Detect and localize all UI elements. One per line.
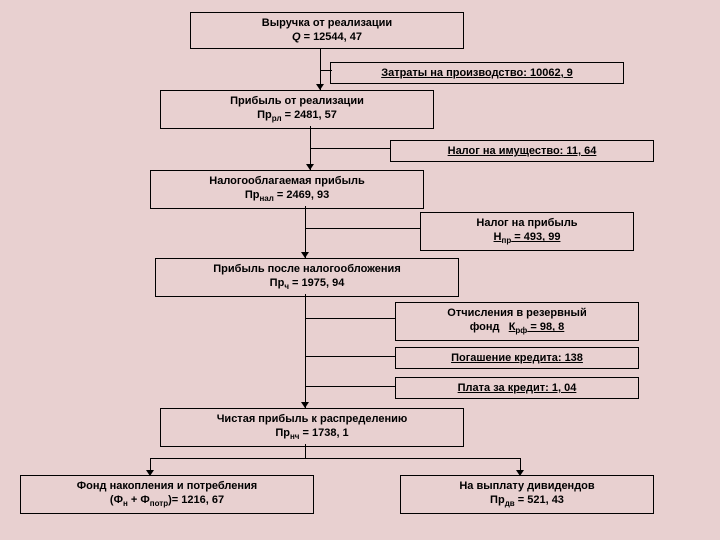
t: Погашение кредита: 138 bbox=[451, 352, 583, 364]
box-net-dist: Чистая прибыль к распределению Прнч = 17… bbox=[160, 408, 464, 447]
v: Прнал = 2469, 93 bbox=[245, 189, 329, 201]
v: Пррл = 2481, 57 bbox=[257, 109, 337, 121]
t: На выплату дивидендов bbox=[459, 480, 594, 492]
v: Q bbox=[292, 31, 301, 43]
v: (Фн + Фпотр)= 1216, 67 bbox=[110, 494, 224, 506]
box-funds: Фонд накопления и потребления (Фн + Фпот… bbox=[20, 475, 314, 514]
t: Отчисления в резервный bbox=[447, 307, 586, 319]
t: Налогооблагаемая прибыль bbox=[209, 175, 364, 187]
v: Прч = 1975, 94 bbox=[270, 277, 345, 289]
v: Прнч = 1738, 1 bbox=[275, 427, 348, 439]
v: фонд Крф = 98, 8 bbox=[470, 321, 565, 333]
box-credit-pay: Погашение кредита: 138 bbox=[395, 347, 639, 369]
box-property-tax: Налог на имущество: 11, 64 bbox=[390, 140, 654, 162]
t: Прибыль после налогообложения bbox=[213, 263, 400, 275]
box-income-tax: Налог на прибыль Нпр = 493, 99 bbox=[420, 212, 634, 251]
t: Выручка от реализации bbox=[262, 17, 392, 29]
v: Нпр = 493, 99 bbox=[494, 231, 561, 243]
t: Плата за кредит: 1, 04 bbox=[458, 382, 577, 394]
t: Затраты на производство: 10062, 9 bbox=[381, 67, 573, 79]
t: Фонд накопления и потребления bbox=[77, 480, 257, 492]
box-after-tax: Прибыль после налогообложения Прч = 1975… bbox=[155, 258, 459, 297]
box-profit-real: Прибыль от реализации Пррл = 2481, 57 bbox=[160, 90, 434, 129]
v: Прдв = 521, 43 bbox=[490, 494, 564, 506]
box-dividends: На выплату дивидендов Прдв = 521, 43 bbox=[400, 475, 654, 514]
box-costs: Затраты на производство: 10062, 9 bbox=[330, 62, 624, 84]
box-reserve: Отчисления в резервный фонд Крф = 98, 8 bbox=[395, 302, 639, 341]
t: Прибыль от реализации bbox=[230, 95, 364, 107]
box-revenue: Выручка от реализации Q = 12544, 47 bbox=[190, 12, 464, 49]
t: Чистая прибыль к распределению bbox=[217, 413, 408, 425]
box-credit-fee: Плата за кредит: 1, 04 bbox=[395, 377, 639, 399]
t: Налог на имущество: 11, 64 bbox=[448, 145, 597, 157]
box-taxable: Налогооблагаемая прибыль Прнал = 2469, 9… bbox=[150, 170, 424, 209]
t: Налог на прибыль bbox=[476, 217, 577, 229]
